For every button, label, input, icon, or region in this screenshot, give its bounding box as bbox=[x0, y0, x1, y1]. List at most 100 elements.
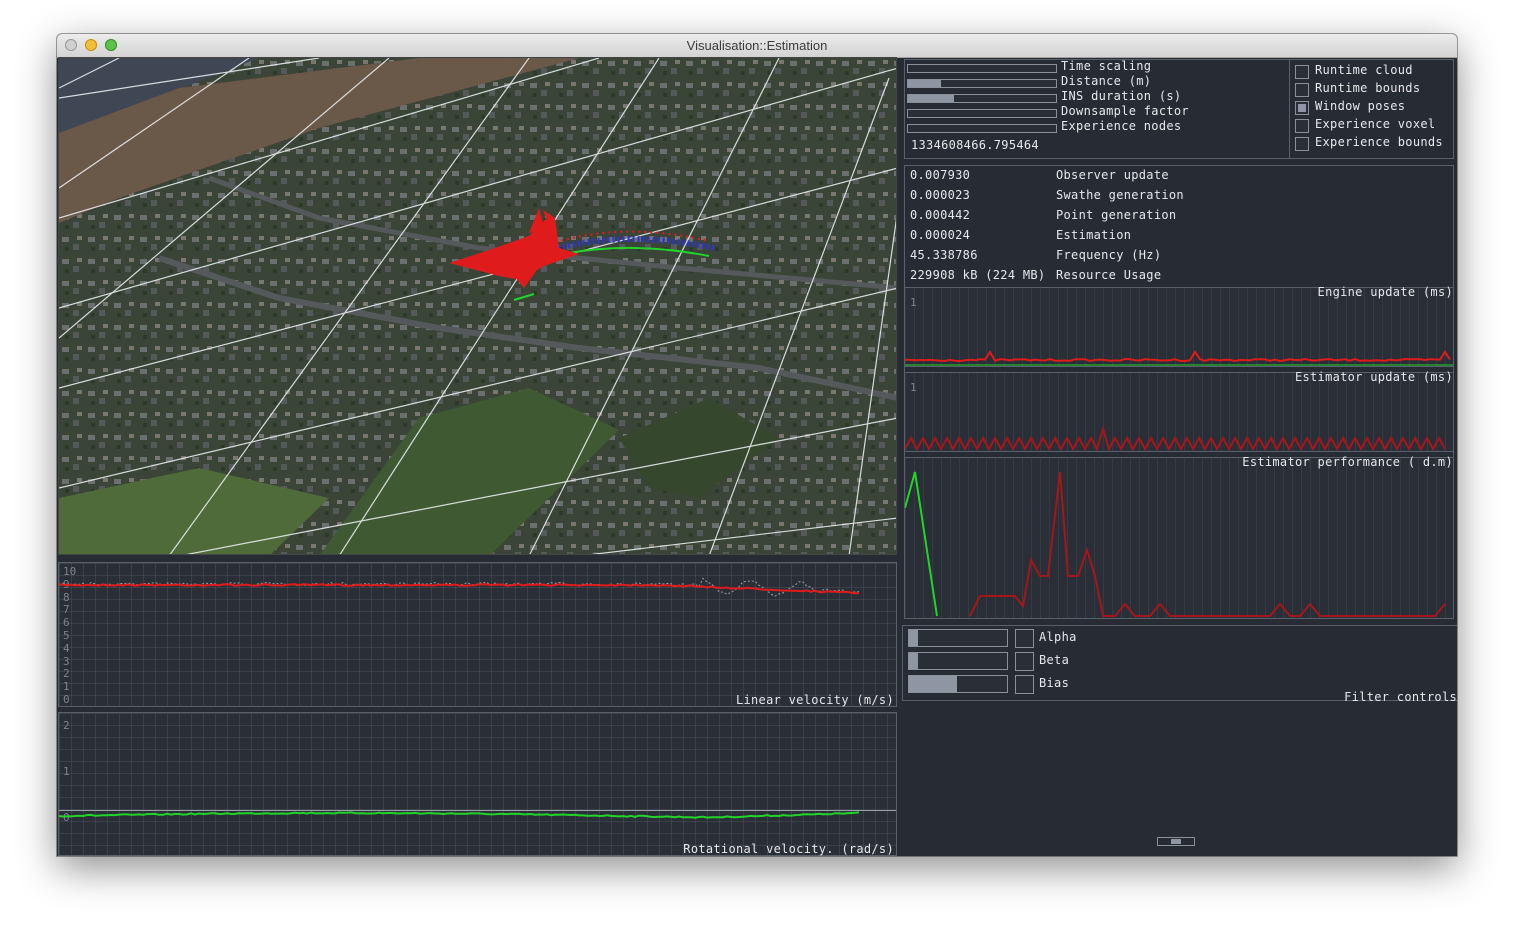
slider-4[interactable] bbox=[907, 124, 1057, 133]
estimator-update-traces bbox=[905, 425, 1446, 452]
checkbox-3[interactable] bbox=[1295, 119, 1309, 133]
checkbox-0[interactable] bbox=[1295, 65, 1309, 79]
filter-checkbox-1[interactable] bbox=[1015, 652, 1034, 671]
engine-update-ytick: 1 bbox=[910, 296, 917, 309]
title-bar: Visualisation::Estimation bbox=[57, 34, 1457, 58]
ground-grid bbox=[59, 58, 896, 554]
rotational-velocity-trace bbox=[59, 811, 860, 819]
linear-y-tick: 2 bbox=[63, 667, 70, 681]
linear-y-tick: 0 bbox=[63, 693, 70, 706]
filter-label: Beta bbox=[1039, 653, 1070, 667]
linear-y-tick: 5 bbox=[63, 629, 70, 642]
checkbox-label[interactable]: Experience voxel bbox=[1315, 117, 1436, 131]
engine-update-graph: Engine update (ms) 1 bbox=[905, 285, 1453, 367]
slider-2[interactable] bbox=[907, 94, 1057, 103]
filter-label: Alpha bbox=[1039, 630, 1077, 644]
estimator-performance-traces bbox=[905, 471, 1446, 617]
rotational-y-tick: 1 bbox=[63, 765, 70, 778]
slider-label: INS duration (s) bbox=[1061, 89, 1182, 103]
timings-panel: 0.007930 Observer update 0.000023 Swathe ge… bbox=[904, 165, 1454, 619]
timing-label: Swathe generation bbox=[1056, 188, 1184, 202]
scroll-handle[interactable] bbox=[1157, 837, 1195, 846]
linear-velocity-title: Linear velocity (m/s) bbox=[735, 693, 894, 707]
window-title: Visualisation::Estimation bbox=[686, 38, 828, 53]
point-cloud bbox=[449, 208, 579, 301]
filter-slider-0[interactable] bbox=[908, 629, 1008, 647]
render-controls-panel: Time scaling Distance (m) INS duration (s)… bbox=[904, 59, 1454, 159]
filter-controls-title: Filter controls bbox=[1344, 690, 1457, 704]
slider-label: Distance (m) bbox=[1061, 74, 1152, 88]
checkbox-label[interactable]: Runtime cloud bbox=[1315, 63, 1413, 77]
timing-value: 229908 kB (224 MB) bbox=[910, 268, 1046, 282]
rotational-velocity-graph: 2 1 0 Rotational velocity. (rad/s) bbox=[58, 712, 897, 856]
linear-y-tick: 1 bbox=[63, 680, 70, 694]
linear-y-tick: 6 bbox=[63, 616, 70, 630]
minimize-window-button[interactable] bbox=[85, 39, 97, 51]
slider-fill bbox=[908, 80, 941, 87]
filter-slider-fill bbox=[909, 630, 918, 646]
engine-update-title: Engine update (ms) bbox=[1317, 285, 1453, 299]
filter-slider-fill bbox=[909, 653, 918, 669]
filter-slider-1[interactable] bbox=[908, 652, 1008, 670]
slider-label: Experience nodes bbox=[1061, 119, 1182, 133]
rotational-y-tick: 2 bbox=[63, 719, 70, 732]
linear-velocity-measured-trace bbox=[59, 577, 860, 597]
estimator-update-title: Estimator update (ms) bbox=[1294, 370, 1453, 384]
filter-checkbox-2[interactable] bbox=[1015, 675, 1034, 694]
rotational-velocity-traces bbox=[59, 811, 860, 819]
performance-green-trace bbox=[905, 471, 938, 617]
estimator-update-ytick: 1 bbox=[910, 381, 917, 394]
zoom-window-button[interactable] bbox=[105, 39, 117, 51]
engine-update-traces bbox=[905, 350, 1453, 366]
checkbox-label[interactable]: Runtime bounds bbox=[1315, 81, 1421, 95]
park-area bbox=[619, 398, 779, 498]
timing-label: Point generation bbox=[1056, 208, 1177, 222]
slider-3[interactable] bbox=[907, 109, 1057, 118]
engine-update-trace bbox=[905, 350, 1451, 363]
filter-label: Bias bbox=[1039, 676, 1070, 690]
timing-value: 0.007930 bbox=[910, 168, 971, 182]
aerial-scene[interactable] bbox=[59, 58, 897, 555]
checkbox-2[interactable] bbox=[1295, 101, 1309, 115]
timing-label: Resource Usage bbox=[1056, 268, 1162, 282]
slider-fill bbox=[908, 95, 954, 102]
checkbox-label[interactable]: Window poses bbox=[1315, 99, 1406, 113]
slider-0[interactable] bbox=[907, 64, 1057, 73]
filter-slider-2[interactable] bbox=[908, 675, 1008, 693]
close-window-button[interactable] bbox=[65, 39, 77, 51]
slider-1[interactable] bbox=[907, 79, 1057, 88]
linear-y-tick: 8 bbox=[63, 590, 70, 604]
checkbox-1[interactable] bbox=[1295, 83, 1309, 97]
checkbox-4[interactable] bbox=[1295, 137, 1309, 151]
filter-checkbox-0[interactable] bbox=[1015, 629, 1034, 648]
linear-velocity-estimated-trace bbox=[59, 583, 860, 595]
filter-slider-fill bbox=[909, 676, 958, 692]
slider-label: Downsample factor bbox=[1061, 104, 1189, 118]
timing-label: Frequency (Hz) bbox=[1056, 248, 1162, 262]
estimator-performance-title: Estimator performance ( d.m) bbox=[1242, 455, 1453, 469]
checkbox-label[interactable]: Experience bounds bbox=[1315, 135, 1443, 149]
timing-value: 0.000442 bbox=[910, 208, 971, 222]
timing-value: 0.000024 bbox=[910, 228, 971, 242]
field-top bbox=[59, 58, 259, 143]
field-green bbox=[320, 388, 619, 554]
rotational-zero-line bbox=[59, 810, 896, 811]
performance-red-trace bbox=[969, 471, 1446, 617]
linear-y-tick: 7 bbox=[63, 603, 70, 617]
estimator-update-graph: Estimator update (ms) 1 bbox=[905, 370, 1453, 452]
linear-y-tick: 10 bbox=[63, 565, 77, 578]
estimation-window: Visualisation::Estimation bbox=[57, 34, 1457, 856]
field-green-left bbox=[59, 468, 329, 554]
linear-velocity-traces bbox=[59, 577, 860, 597]
filter-controls-panel: Alpha Beta Bias Filter controls bbox=[902, 625, 1457, 704]
rotational-velocity-title: Rotational velocity. (rad/s) bbox=[683, 842, 894, 856]
timestamp-display: 1334608466.795464 bbox=[911, 138, 1039, 152]
estimator-update-trace bbox=[905, 425, 1446, 452]
checkbox-divider bbox=[1289, 60, 1290, 158]
linear-velocity-graph: 10 9 8 7 6 5 4 3 2 1 0 Linear velocity (m/s) bbox=[58, 562, 897, 707]
3d-viewport[interactable] bbox=[58, 57, 897, 555]
timing-label: Estimation bbox=[1056, 228, 1132, 242]
timing-value: 0.000023 bbox=[910, 188, 971, 202]
estimator-performance-graph: Estimator performance ( d.m) bbox=[905, 455, 1453, 619]
slider-label: Time scaling bbox=[1061, 59, 1152, 73]
